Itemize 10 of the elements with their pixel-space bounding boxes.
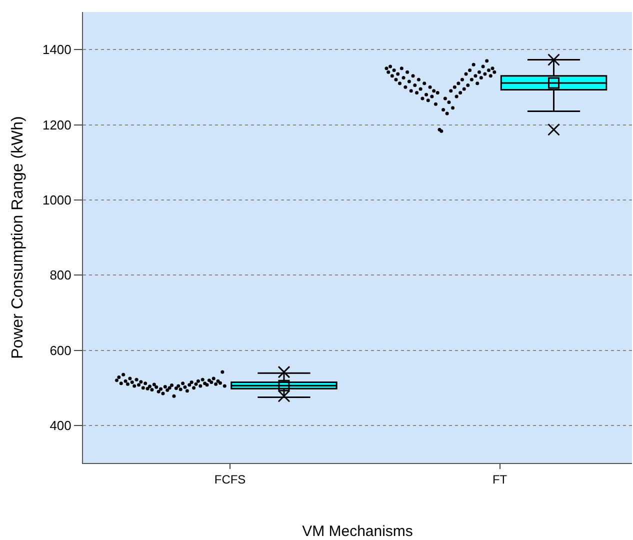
y-tick-label: 600 (50, 342, 72, 358)
y-axis-title: Power Consumption Range (kWh) (9, 116, 26, 359)
x-tick-label: FT (492, 472, 508, 486)
x-tick-label: FCFS (214, 472, 246, 486)
y-tick-label: 400 (50, 418, 72, 433)
y-tick-label: 800 (50, 268, 72, 283)
y-tick-label: 1200 (42, 117, 72, 132)
y-tick-label: 1400 (42, 42, 72, 58)
y-tick-label: 1000 (42, 192, 72, 208)
x-axis-title: VM Mechanisms (302, 523, 413, 540)
